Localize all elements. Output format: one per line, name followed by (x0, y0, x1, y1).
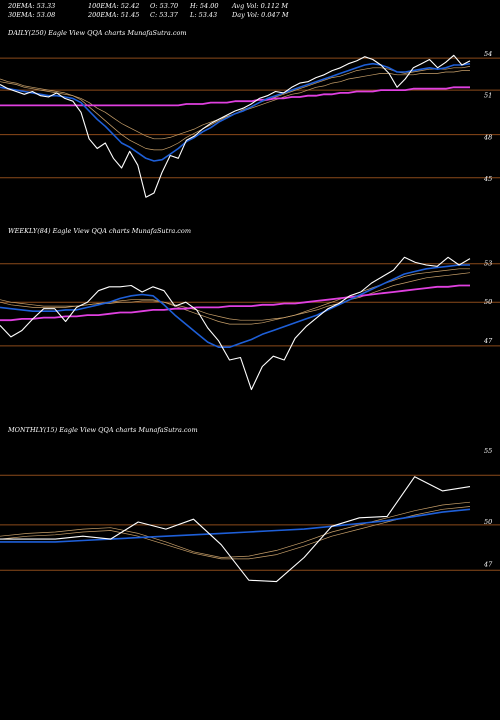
panel-2-ytick-1: 50 (484, 518, 492, 526)
high-readout: H: 54.00 (190, 2, 219, 10)
panel-0-ema-line (0, 62, 471, 162)
ema20-readout: 20EMA: 53.33 (8, 2, 56, 10)
panel-0-ytick-1: 51 (484, 92, 492, 100)
panel-1-ytick-2: 47 (483, 337, 493, 345)
panel-2-band1-line (0, 501, 471, 558)
panel-1-ema-line (0, 264, 470, 349)
panel-0-price-line (0, 54, 471, 198)
panel-0-ytick-3: 45 (483, 175, 492, 183)
panel-1-price-line (0, 256, 471, 391)
panel-1-band2-line (0, 272, 471, 321)
open-readout: O: 53.70 (150, 2, 179, 10)
day-vol-readout: Day Vol: 0.047 M (232, 11, 289, 19)
ema30-readout: 30EMA: 53.08 (8, 11, 56, 19)
panel-0-ytick-0: 54 (484, 50, 492, 58)
panel-2-ytick-2: 47 (483, 561, 493, 569)
panel-1-ema200-line (0, 284, 470, 322)
low-readout: L: 53.43 (190, 11, 218, 19)
monthly-panel-title: MONTHLY(15) Eagle View QQA charts Munafa… (8, 426, 198, 434)
panel-1-ytick-0: 53 (484, 260, 492, 268)
panel-0-ema200-line (0, 86, 470, 107)
close-readout: C: 53.37 (150, 11, 178, 19)
avg-vol-readout: Avg Vol: 0.112 M (232, 2, 289, 10)
daily-panel-title: DAILY(250) Eagle View QQA charts MunafaS… (8, 29, 187, 37)
panel-2-price-line (0, 476, 471, 583)
panel-1-ytick-1: 50 (484, 298, 492, 306)
panel-2-ema-line (0, 508, 471, 543)
weekly-panel-title: WEEKLY(84) Eagle View QQA charts MunafaS… (8, 227, 191, 235)
ema100-readout: 100EMA: 52.42 (88, 2, 140, 10)
panel-0-band1-line (0, 66, 471, 151)
panel-2-ytick-0: 55 (484, 447, 492, 455)
panel-0-ytick-2: 48 (483, 133, 492, 141)
panel-2-band2-line (0, 506, 471, 560)
ema200-readout: 200EMA: 51.45 (88, 11, 140, 19)
